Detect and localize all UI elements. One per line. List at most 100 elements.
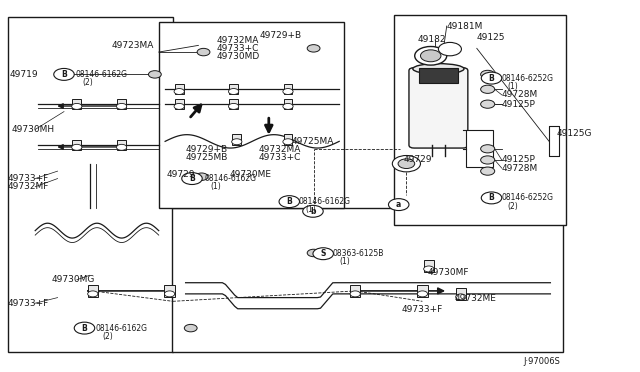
Bar: [172, 208, 563, 352]
Circle shape: [283, 139, 293, 145]
Bar: [350, 285, 360, 297]
Bar: [117, 99, 126, 109]
Text: 49723MA: 49723MA: [112, 41, 154, 50]
Text: 49730MH: 49730MH: [12, 125, 54, 134]
Circle shape: [184, 324, 197, 332]
Text: 49125P: 49125P: [502, 100, 536, 109]
Circle shape: [456, 294, 466, 300]
Text: 49729: 49729: [403, 155, 432, 164]
Bar: [466, 130, 493, 167]
Circle shape: [174, 89, 184, 94]
Circle shape: [398, 159, 415, 169]
Bar: [549, 126, 559, 156]
Text: B: B: [287, 197, 292, 206]
Text: 49730MG: 49730MG: [51, 275, 95, 284]
Bar: [284, 99, 292, 109]
Text: 49125G: 49125G: [557, 129, 592, 138]
Circle shape: [303, 205, 323, 217]
Circle shape: [481, 85, 495, 93]
Text: B: B: [489, 193, 494, 202]
Text: 49729+B: 49729+B: [259, 31, 301, 40]
Circle shape: [481, 145, 495, 153]
Text: 49730ME: 49730ME: [229, 170, 271, 179]
Text: 49729: 49729: [166, 170, 195, 179]
Text: 49732ME: 49732ME: [454, 294, 496, 303]
Circle shape: [148, 71, 161, 78]
Circle shape: [195, 173, 208, 180]
FancyBboxPatch shape: [409, 68, 468, 148]
Bar: [175, 84, 184, 94]
Circle shape: [307, 249, 320, 257]
Circle shape: [481, 167, 495, 175]
Text: b: b: [310, 207, 316, 216]
Text: 49725MA: 49725MA: [292, 137, 334, 146]
Bar: [232, 134, 241, 145]
Circle shape: [72, 103, 82, 109]
Text: (2): (2): [82, 78, 93, 87]
Text: 49181M: 49181M: [447, 22, 483, 31]
Bar: [175, 99, 184, 109]
Text: 08146-6252G: 08146-6252G: [502, 74, 554, 83]
Bar: [8, 17, 173, 352]
Bar: [424, 260, 434, 272]
Bar: [72, 140, 81, 150]
Circle shape: [279, 196, 300, 208]
Circle shape: [388, 199, 409, 211]
Circle shape: [228, 103, 239, 109]
Text: 08146-6252G: 08146-6252G: [502, 193, 554, 202]
Text: B: B: [82, 324, 87, 333]
Circle shape: [481, 70, 495, 78]
Circle shape: [283, 103, 293, 109]
Circle shape: [74, 322, 95, 334]
Text: 08146-6162G: 08146-6162G: [204, 174, 256, 183]
Text: J·97006S: J·97006S: [523, 357, 560, 366]
Circle shape: [174, 103, 184, 109]
Text: (1): (1): [339, 257, 350, 266]
Circle shape: [438, 42, 461, 56]
Bar: [394, 15, 566, 225]
Circle shape: [283, 89, 293, 94]
Text: 08146-6162G: 08146-6162G: [96, 324, 148, 333]
Text: a: a: [396, 200, 401, 209]
Bar: [229, 99, 238, 109]
Circle shape: [54, 68, 74, 80]
Circle shape: [88, 291, 98, 297]
Text: 49725MB: 49725MB: [186, 153, 228, 162]
Circle shape: [164, 291, 175, 297]
Circle shape: [424, 266, 434, 272]
Text: (2): (2): [102, 332, 113, 341]
Circle shape: [307, 45, 320, 52]
Text: 49125P: 49125P: [502, 155, 536, 164]
Text: 49732MA: 49732MA: [216, 36, 259, 45]
Circle shape: [417, 291, 428, 297]
Text: 08146-6162G: 08146-6162G: [76, 70, 127, 79]
Bar: [229, 84, 238, 94]
Text: 49125: 49125: [477, 33, 506, 42]
Text: 08146-6162G: 08146-6162G: [299, 197, 351, 206]
Bar: [284, 134, 292, 145]
Bar: [164, 285, 175, 297]
Text: B: B: [61, 70, 67, 79]
Text: 49733+F: 49733+F: [8, 174, 49, 183]
Text: 49733+C: 49733+C: [216, 44, 259, 53]
Bar: [417, 285, 428, 297]
Bar: [456, 288, 466, 300]
Circle shape: [182, 173, 202, 185]
Text: B: B: [489, 74, 494, 83]
Circle shape: [415, 46, 447, 65]
Text: 49730MF: 49730MF: [428, 268, 469, 277]
Ellipse shape: [413, 64, 464, 74]
Text: 49182: 49182: [417, 35, 446, 44]
Circle shape: [228, 89, 239, 94]
Text: 49733+F: 49733+F: [8, 299, 49, 308]
Text: (2): (2): [508, 202, 518, 211]
Circle shape: [481, 156, 495, 164]
Text: 49730MD: 49730MD: [216, 52, 260, 61]
Bar: [284, 84, 292, 94]
Circle shape: [481, 72, 502, 84]
Bar: [88, 285, 98, 297]
Text: 49729+B: 49729+B: [186, 145, 228, 154]
Bar: [72, 99, 81, 109]
Circle shape: [481, 192, 502, 204]
Circle shape: [313, 248, 333, 260]
